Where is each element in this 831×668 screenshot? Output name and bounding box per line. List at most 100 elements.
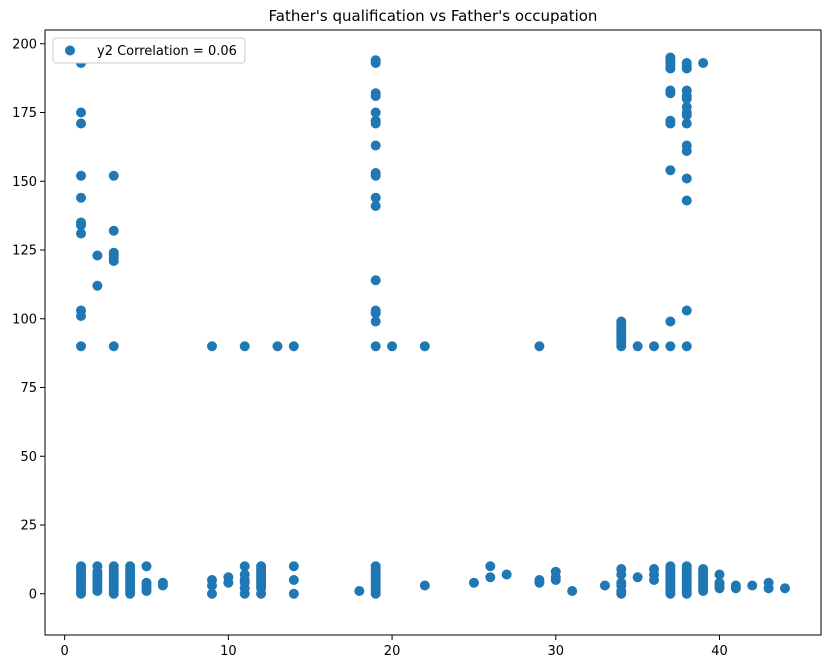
y-axis: 0 25 50 75 100 125 150 175 200 bbox=[12, 37, 45, 602]
data-point bbox=[370, 316, 381, 327]
data-point bbox=[681, 305, 692, 316]
data-point bbox=[288, 561, 299, 572]
data-point bbox=[779, 583, 790, 594]
data-point bbox=[256, 561, 267, 572]
data-point bbox=[370, 341, 381, 352]
y-tick-label: 0 bbox=[29, 587, 37, 602]
data-point bbox=[665, 341, 676, 352]
legend-box bbox=[52, 37, 246, 64]
data-point bbox=[76, 170, 87, 181]
data-point bbox=[272, 341, 283, 352]
data-point bbox=[681, 85, 692, 96]
legend-marker bbox=[65, 45, 75, 56]
data-point bbox=[665, 561, 676, 572]
x-axis: 0 10 20 30 40 bbox=[61, 635, 728, 659]
plot-frame bbox=[44, 29, 822, 636]
x-tick-label: 40 bbox=[711, 644, 728, 659]
data-point bbox=[108, 561, 119, 572]
data-point bbox=[76, 341, 87, 352]
data-point bbox=[370, 88, 381, 99]
data-point bbox=[730, 580, 741, 591]
chart-title: Father's qualification vs Father's occup… bbox=[269, 7, 598, 25]
data-point bbox=[681, 140, 692, 151]
x-tick-label: 10 bbox=[220, 644, 237, 659]
data-point bbox=[649, 564, 660, 574]
data-point bbox=[370, 275, 381, 286]
data-point bbox=[419, 341, 430, 352]
x-tick-label: 20 bbox=[384, 644, 401, 659]
data-point bbox=[616, 577, 627, 588]
data-point bbox=[370, 115, 381, 126]
data-point bbox=[76, 217, 87, 228]
data-point bbox=[468, 577, 479, 588]
data-point bbox=[534, 575, 545, 585]
data-point bbox=[92, 280, 103, 291]
data-point bbox=[534, 341, 545, 352]
data-point bbox=[76, 192, 87, 203]
data-point bbox=[76, 561, 87, 572]
data-point bbox=[92, 250, 103, 261]
x-tick-label: 30 bbox=[548, 644, 565, 659]
y-tick-label: 175 bbox=[12, 106, 37, 121]
data-point bbox=[632, 341, 643, 352]
data-point bbox=[206, 575, 217, 585]
data-point bbox=[485, 572, 496, 583]
data-point bbox=[206, 341, 217, 352]
data-point bbox=[288, 341, 299, 352]
data-point bbox=[76, 305, 87, 316]
data-point bbox=[681, 173, 692, 184]
data-point bbox=[141, 561, 152, 572]
data-point bbox=[108, 225, 119, 236]
data-point bbox=[616, 316, 627, 327]
y-tick-label: 75 bbox=[20, 381, 37, 396]
data-point bbox=[239, 341, 250, 352]
data-point bbox=[223, 572, 234, 583]
y-tick-label: 50 bbox=[20, 450, 37, 465]
data-point bbox=[681, 195, 692, 206]
data-point bbox=[288, 588, 299, 599]
data-point bbox=[354, 586, 365, 596]
data-point bbox=[157, 577, 168, 588]
data-point bbox=[239, 569, 250, 580]
data-point bbox=[681, 118, 692, 129]
y-tick-label: 150 bbox=[12, 175, 37, 190]
data-point bbox=[747, 580, 758, 591]
data-point bbox=[599, 580, 610, 591]
data-point bbox=[632, 572, 643, 583]
data-point bbox=[681, 561, 692, 572]
data-point bbox=[714, 569, 725, 580]
y-tick-label: 125 bbox=[12, 244, 37, 259]
data-point bbox=[370, 107, 381, 118]
data-point bbox=[141, 577, 152, 588]
data-point bbox=[698, 58, 709, 68]
data-point bbox=[665, 165, 676, 176]
data-point bbox=[239, 561, 250, 572]
data-point bbox=[665, 316, 676, 327]
data-point bbox=[698, 564, 709, 574]
data-point bbox=[76, 118, 87, 129]
data-point bbox=[763, 577, 774, 588]
legend-label: y2 Correlation = 0.06 bbox=[97, 44, 237, 59]
data-point bbox=[370, 561, 381, 572]
y-tick-label: 100 bbox=[12, 312, 37, 327]
data-point bbox=[501, 569, 512, 580]
data-point bbox=[76, 107, 87, 118]
data-point bbox=[288, 575, 299, 585]
data-point bbox=[550, 566, 561, 577]
data-point bbox=[485, 561, 496, 572]
data-point bbox=[649, 341, 660, 352]
x-tick-label: 0 bbox=[61, 644, 69, 659]
y-tick-label: 200 bbox=[12, 37, 37, 52]
data-point bbox=[206, 588, 217, 599]
data-point bbox=[665, 85, 676, 96]
data-point bbox=[108, 170, 119, 181]
data-point bbox=[76, 228, 87, 239]
data-point bbox=[681, 341, 692, 352]
data-point bbox=[108, 247, 119, 258]
data-point bbox=[92, 561, 103, 572]
data-point bbox=[681, 102, 692, 112]
y-tick-label: 25 bbox=[20, 519, 37, 534]
data-point bbox=[714, 577, 725, 588]
data-points bbox=[76, 52, 790, 599]
